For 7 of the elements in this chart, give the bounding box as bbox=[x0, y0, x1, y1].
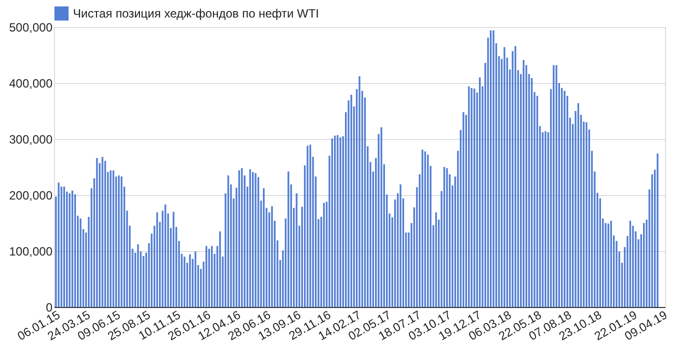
y-tick-label: 100,000 bbox=[9, 244, 53, 258]
legend-label: Чистая позиция хедж-фондов по нефти WTI bbox=[73, 6, 320, 20]
y-tick-label: 400,000 bbox=[9, 76, 53, 90]
y-tick-label: 200,000 bbox=[9, 188, 53, 202]
y-tick-label: 500,000 bbox=[9, 20, 53, 34]
y-tick-label: 300,000 bbox=[9, 132, 53, 146]
y-tick-label: 0 bbox=[46, 300, 53, 314]
